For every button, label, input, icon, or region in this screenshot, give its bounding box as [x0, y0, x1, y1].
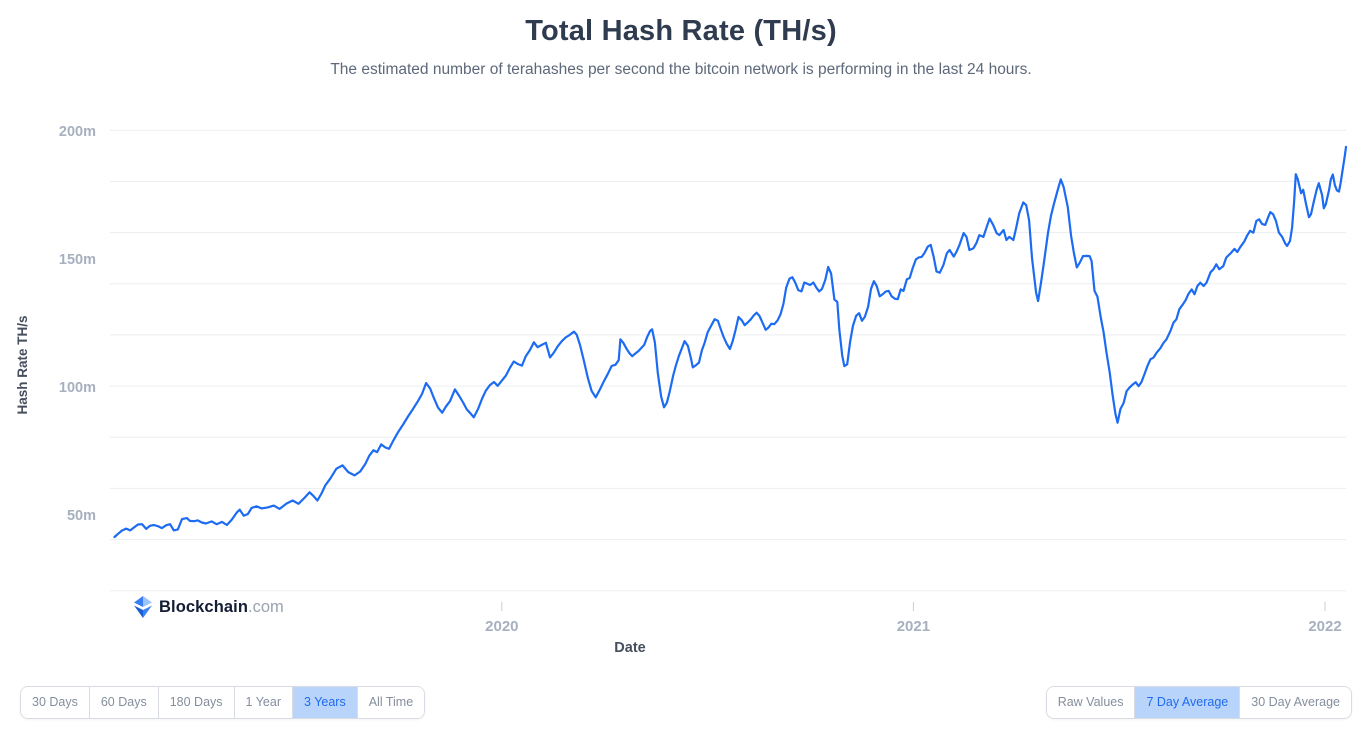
blockchain-logo[interactable]: Blockchain.com — [133, 596, 284, 618]
series-button-raw-values[interactable]: Raw Values — [1046, 687, 1136, 718]
time-range-button-group: 30 Days 60 Days 180 Days 1 Year 3 Years All T… — [20, 686, 426, 719]
y-axis-tick-label: 100m — [58, 380, 96, 397]
range-button-1-year[interactable]: 1 Year — [234, 687, 293, 718]
series-button-30-day-average[interactable]: 30 Day Average — [1240, 687, 1351, 718]
range-button-3-years[interactable]: 3 Years — [293, 687, 358, 718]
range-button-180-days[interactable]: 180 Days — [158, 687, 235, 718]
range-button-60-days[interactable]: 60 Days — [89, 687, 159, 718]
blockchain-diamond-icon — [133, 596, 153, 618]
hash-rate-line — [113, 145, 1348, 539]
series-mode-button-group: Raw Values 7 Day Average 30 Day Average — [1045, 686, 1352, 719]
x-axis-tick-label: 2021 — [896, 618, 931, 635]
y-axis-tick-label: 150m — [58, 252, 96, 269]
range-button-30-days[interactable]: 30 Days — [21, 687, 90, 718]
y-axis-title: Hash Rate TH/s — [15, 315, 30, 415]
x-axis-title: Date — [614, 640, 646, 656]
page-subtitle: The estimated number of terahashes per s… — [330, 61, 1032, 78]
page-title: Total Hash Rate (TH/s) — [525, 15, 837, 47]
y-axis-tick-label: 200m — [58, 124, 96, 141]
range-button-all-time[interactable]: All Time — [357, 687, 425, 718]
x-axis-tick-label: 2022 — [1308, 618, 1342, 635]
series-button-7-day-average[interactable]: 7 Day Average — [1135, 687, 1241, 718]
logo-domain-text: .com — [248, 597, 284, 616]
x-axis-tick-label: 2020 — [485, 618, 519, 635]
logo-brand-text: Blockchain — [159, 597, 249, 616]
y-axis-tick-label: 50m — [66, 508, 96, 524]
